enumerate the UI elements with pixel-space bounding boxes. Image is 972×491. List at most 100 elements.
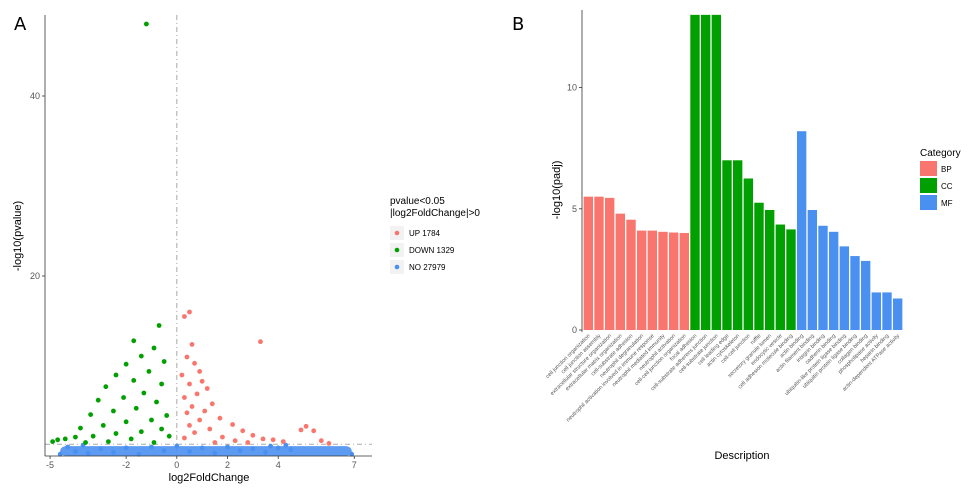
volcano-legend-title-line2: |log2FoldChange|>0 [390,208,480,219]
volcano-point-up [184,410,190,416]
legend-mf-swatch [920,195,937,210]
y-tick-label: 20 [30,271,40,281]
volcano-point-down [138,429,144,435]
volcano-point-no [65,444,71,450]
volcano-point-down [133,405,139,411]
volcano-point-up [182,395,187,400]
volcano-point-down [159,381,165,387]
volcano-point-up [245,440,251,445]
bar-bp [583,196,594,330]
legend-up-label: UP 1784 [409,229,441,238]
volcano-axes [44,15,372,457]
volcano-point-no [225,444,230,450]
volcano-point-up [179,372,185,378]
volcano-point-up [318,438,324,444]
volcano-point-no [73,449,78,454]
volcano-point-up [260,436,266,442]
panel-b-label: B [512,14,524,35]
volcano-point-down [146,369,152,374]
volcano-point-up [192,430,197,435]
volcano-point-down [83,440,88,445]
volcano-point-down [151,440,157,445]
bar-y-tick-label: 10 [567,83,577,93]
bar-y-axis-title: -log10(padj) [551,161,563,220]
bar-bp [615,213,626,330]
legend-down-swatch [394,247,400,253]
volcano-point-up [199,378,205,384]
volcano-point-up [187,423,192,428]
bar-bp [636,230,647,330]
volcano-point-up [240,428,246,434]
legend-bp-swatch [920,161,937,176]
bar-mf [892,298,903,330]
volcano-point-up [189,342,195,347]
bar-cc [764,210,775,330]
volcano-point-down [123,419,129,425]
legend-no-swatch [394,264,400,270]
bar-y-tick-label: 0 [572,325,577,335]
volcano-point-down [105,439,111,444]
volcano-point-down [113,431,119,436]
bar-cc [711,14,722,331]
volcano-point-no [237,448,243,453]
volcano-point-up [182,314,187,319]
volcano-point-down [121,395,126,400]
bar-legend: Category BP CC MF [920,148,961,210]
legend-no-label: NO 27979 [409,263,446,272]
bar-mf [818,225,828,330]
volcano-point-no [349,451,355,457]
volcano-point-up [280,439,286,444]
volcano-legend-title-line1: pvalue<0.05 [390,196,445,207]
volcano-point-up [187,309,192,315]
legend-mf-label: MF [941,199,953,208]
volcano-point-no [161,448,167,453]
volcano-y-axis-title: -log10(pvalue) [12,201,24,271]
legend-cc-label: CC [941,182,953,191]
panel-a-label: A [14,14,27,35]
volcano-point-down [143,21,149,27]
volcano-points [50,21,355,457]
volcano-point-no [283,442,289,448]
bar-bp [594,196,604,330]
bar-mf [807,210,818,330]
volcano-point-up [202,408,208,414]
bar-y-tick-label: 5 [572,204,577,214]
volcano-point-down [111,408,116,414]
bar-bp [647,230,658,330]
volcano-point-up [192,360,197,366]
x-tick-label: 0 [174,460,179,470]
volcano-point-down [123,361,129,367]
volcano-point-no [85,450,91,456]
bar-cc [786,229,796,330]
volcano-point-up [270,437,276,443]
y-tick-label: 40 [30,91,40,101]
bar-bp [604,197,615,330]
bar-x-axis-title: Description [714,450,769,462]
volcano-point-up [194,391,200,397]
volcano-point-up [187,381,192,387]
volcano-point-up [326,441,332,446]
volcano-point-down [131,378,137,383]
bar-y-ticks: 0 5 10 [567,83,582,335]
bar-mf [828,231,839,330]
volcano-point-down [62,436,68,442]
volcano-point-down [73,434,78,440]
x-tick-label: 7 [352,460,357,470]
volcano-point-down [141,390,147,396]
bar-mf [850,256,860,330]
volcano-point-up [217,415,223,421]
volcano-point-up [230,422,235,427]
volcano-point-no [149,444,154,450]
bar-mf [796,131,807,330]
volcano-point-down [113,372,119,378]
volcano-point-no [288,447,294,453]
volcano-x-axis-title: log2FoldChange [169,472,250,484]
volcano-legend: pvalue<0.05 |log2FoldChange|>0 UP 1784 D… [390,196,480,274]
volcano-point-no [174,443,180,449]
volcano-point-down [149,417,154,423]
volcano-point-down [156,323,162,328]
volcano-point-down [128,436,134,442]
volcano-point-up [250,432,256,438]
volcano-point-no [57,451,63,457]
